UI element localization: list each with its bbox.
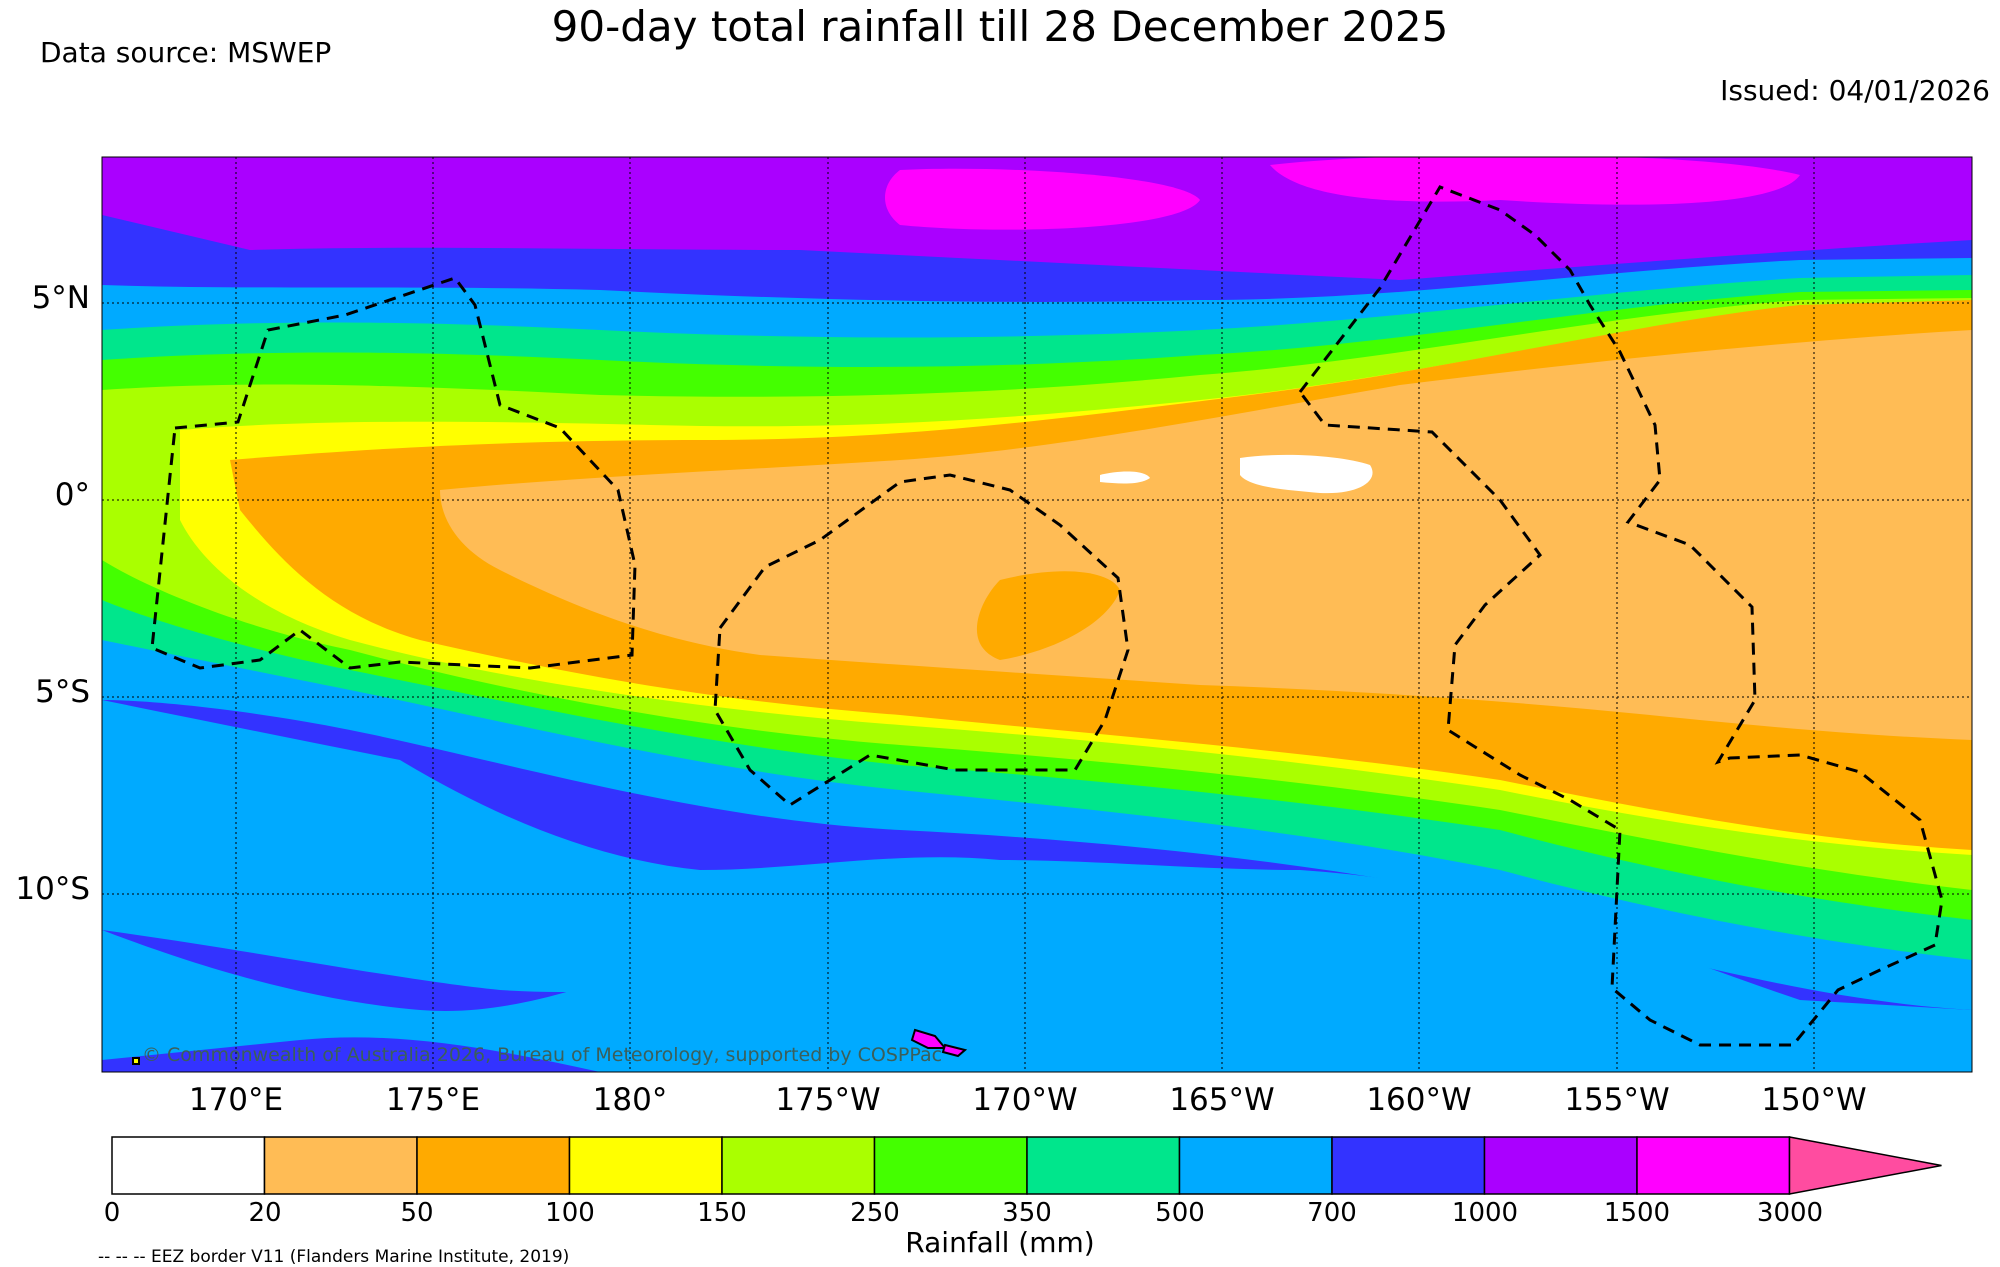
lat-label-5n: 5°N [31, 280, 90, 316]
legend-swatch [1483, 1136, 1638, 1195]
eez-borders [150, 185, 1944, 1047]
lon-label-175w: 175°W [775, 1082, 881, 1118]
eez-line-islands [1298, 185, 1944, 1047]
legend-swatch [1636, 1136, 1791, 1195]
rainfall-field [102, 157, 1972, 1072]
legend-tick: 3000 [1756, 1198, 1824, 1228]
lon-label-175e: 175°E [385, 1082, 481, 1118]
legend-tick: 250 [850, 1198, 900, 1228]
legend-swatch [873, 1136, 1028, 1195]
lat-label-0: 0° [54, 477, 90, 513]
legend-swatch [416, 1136, 571, 1195]
copyright-credit: © Commonwealth of Australia 2026, Bureau… [142, 1044, 943, 1066]
band-0-patch-2 [1100, 471, 1150, 484]
lon-label-155w: 155°W [1564, 1082, 1670, 1118]
legend-tick: 500 [1155, 1198, 1205, 1228]
lon-label-150w: 150°W [1761, 1082, 1867, 1118]
lon-label-170w: 170°W [972, 1082, 1078, 1118]
legend-tick: 1000 [1451, 1198, 1519, 1228]
island-samoa [910, 1028, 948, 1049]
legend-tick: 1500 [1603, 1198, 1671, 1228]
band-50-patch [976, 571, 1120, 660]
graticule [102, 157, 1972, 1072]
legend-title: Rainfall (mm) [905, 1226, 1095, 1259]
issued-date: Issued: 04/01/2026 [1720, 74, 1990, 107]
band-700-south-2 [102, 700, 1972, 1010]
legend-tick: 350 [1002, 1198, 1052, 1228]
lon-label-180: 180° [592, 1082, 668, 1118]
band-1500-north [885, 168, 1200, 230]
legend-swatch [721, 1136, 876, 1195]
island-samoa-2 [941, 1043, 968, 1058]
lon-label-160w: 160°W [1366, 1082, 1472, 1118]
legend-swatch [263, 1136, 418, 1195]
island-tuvalu [132, 1057, 140, 1065]
band-700-south [102, 880, 1972, 1072]
band-0-patch [1240, 454, 1373, 494]
data-source: Data source: MSWEP [40, 36, 332, 69]
page-title: 90-day total rainfall till 28 December 2… [551, 2, 1449, 51]
legend-tick: 0 [103, 1198, 121, 1228]
islands [132, 1028, 968, 1065]
lat-label-10s: 10°S [15, 871, 90, 907]
lat-label-5s: 5°S [35, 674, 90, 710]
legend-tick: 700 [1307, 1198, 1357, 1228]
legend-swatch [568, 1136, 723, 1195]
lon-label-170e: 170°E [188, 1082, 284, 1118]
legend-swatch [1331, 1136, 1486, 1195]
band-1500-north-2 [1270, 157, 1800, 205]
legend-tick: 20 [248, 1198, 282, 1228]
legend-swatch [111, 1136, 266, 1195]
band-50 [440, 330, 1972, 740]
legend-tick: 50 [400, 1198, 434, 1228]
legend-swatch [1026, 1136, 1181, 1195]
eez-note: -- -- -- EEZ border V11 (Flanders Marine… [98, 1247, 570, 1267]
lon-label-165w: 165°W [1169, 1082, 1275, 1118]
legend-extend-arrow [1788, 1136, 1942, 1195]
eez-phoenix [713, 473, 1130, 807]
legend-swatch [1178, 1136, 1333, 1195]
legend-tick: 100 [545, 1198, 595, 1228]
eez-kiribati-gilberts [150, 276, 637, 670]
legend-tick: 150 [697, 1198, 747, 1228]
